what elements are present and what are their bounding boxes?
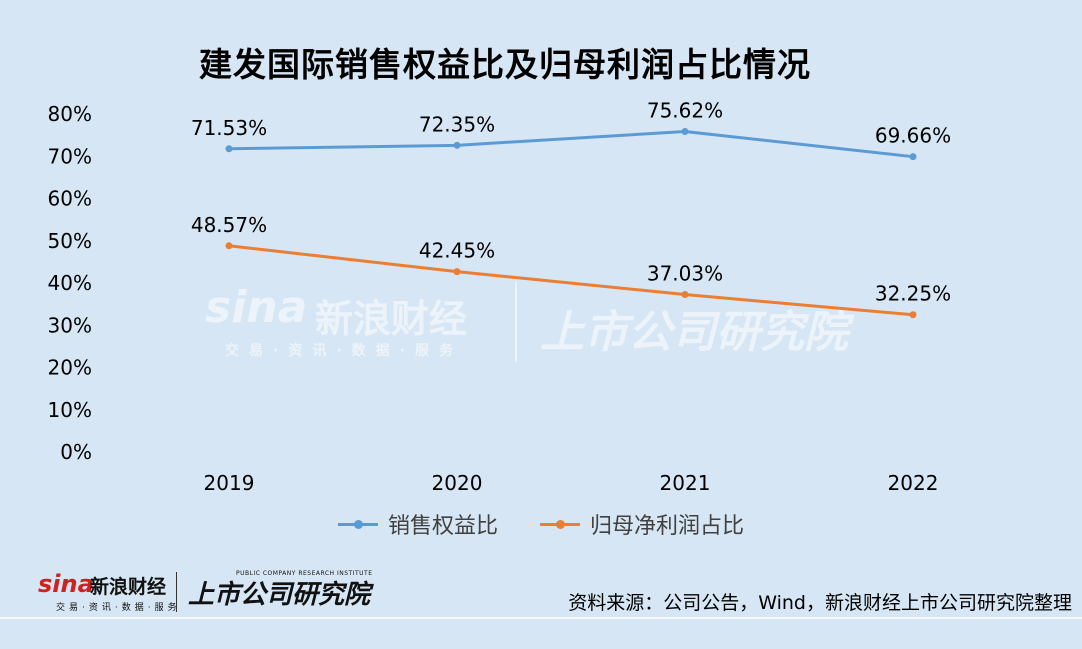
legend-item-sales-equity: 销售权益比 <box>337 508 498 540</box>
data-label: 72.35% <box>419 112 495 136</box>
x-tick-label: 2022 <box>888 471 939 495</box>
y-tick-label: 10% <box>48 398 92 422</box>
y-tick-label: 0% <box>60 440 92 464</box>
data-label: 42.45% <box>419 239 495 263</box>
logo-divider <box>176 572 177 612</box>
data-label: 37.03% <box>647 262 723 286</box>
data-label: 71.53% <box>191 116 267 140</box>
y-tick-label: 70% <box>48 144 92 168</box>
y-tick-label: 30% <box>48 313 92 337</box>
sina-logo: sina 新浪财经 交易·资讯·数据·服务 PUBLIC COMPANY RES… <box>38 570 383 614</box>
source-note: 资料来源：公司公告，Wind，新浪财经上市公司研究院整理 <box>568 592 1072 614</box>
y-axis: 0% 10% 20% 30% 40% 50% 60% 70% 80% <box>48 102 92 464</box>
x-tick-label: 2019 <box>204 471 255 495</box>
legend-swatch-blue <box>337 519 378 529</box>
legend-swatch-orange <box>540 519 580 529</box>
data-label: 69.66% <box>875 124 951 148</box>
data-point <box>453 268 461 276</box>
y-tick-label: 20% <box>48 356 92 380</box>
data-point <box>681 291 689 299</box>
legend-label: 归母净利润占比 <box>590 514 745 539</box>
logo-name: 新浪财经 <box>90 576 167 598</box>
footer-divider <box>0 617 1082 619</box>
data-label: 32.25% <box>875 282 951 306</box>
legend-label: 销售权益比 <box>387 514 498 539</box>
y-tick-label: 40% <box>48 271 92 295</box>
x-tick-label: 2021 <box>660 471 711 495</box>
y-tick-label: 50% <box>48 229 92 253</box>
data-label: 48.57% <box>191 213 267 237</box>
data-label: 75.62% <box>647 99 723 123</box>
data-point <box>453 141 461 149</box>
data-point <box>909 153 917 161</box>
logo-institute: 上市公司研究院 <box>188 580 371 610</box>
data-point <box>225 145 233 153</box>
series-line <box>228 130 914 159</box>
y-tick-label: 60% <box>48 187 92 211</box>
logo-sina-text: sina <box>38 570 94 598</box>
x-axis: 2019 2020 2021 2022 <box>204 471 939 495</box>
y-tick-label: 80% <box>48 102 92 126</box>
logo-institute-en: PUBLIC COMPANY RESEARCH INSTITUTE <box>236 570 373 577</box>
series-group: 71.53% 72.35% 75.62% 69.66% 48.57% 42.45% 37.0… <box>191 99 951 319</box>
series-line <box>228 244 914 317</box>
data-point <box>225 242 233 250</box>
x-tick-label: 2020 <box>432 471 483 495</box>
legend-item-profit-share: 归母净利润占比 <box>540 508 744 540</box>
chart-legend: 销售权益比 归母净利润占比 <box>0 508 1082 540</box>
logo-subtitle: 交易·资讯·数据·服务 <box>56 603 181 613</box>
data-point <box>681 128 689 136</box>
data-point <box>909 311 917 319</box>
chart-title: 建发国际销售权益比及归母利润占比情况 <box>199 45 811 84</box>
